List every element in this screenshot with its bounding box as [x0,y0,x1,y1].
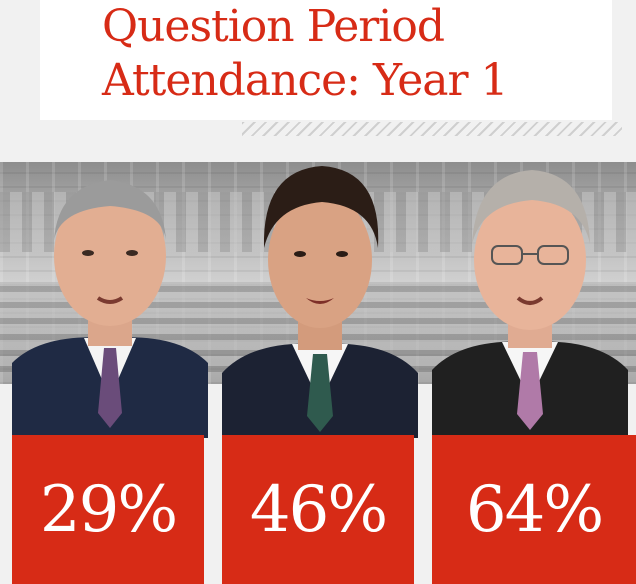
portrait-2 [222,148,418,438]
hatch-decoration [242,122,622,136]
attendance-value-2: 46% [249,472,388,547]
portrait-1 [12,148,208,438]
title-card: Question Period Attendance: Year 1 [40,0,622,136]
attendance-value-3: 64% [465,472,604,547]
title-line-1: Question Period [102,1,445,52]
attendance-box-3: 64% [432,435,636,584]
attendance-value-1: 29% [39,472,178,547]
title-line-2: Attendance: Year 1 [102,55,508,106]
attendance-box-1: 29% [12,435,204,584]
portrait-3 [432,148,628,438]
page-title: Question Period Attendance: Year 1 [102,0,508,108]
attendance-box-2: 46% [222,435,414,584]
